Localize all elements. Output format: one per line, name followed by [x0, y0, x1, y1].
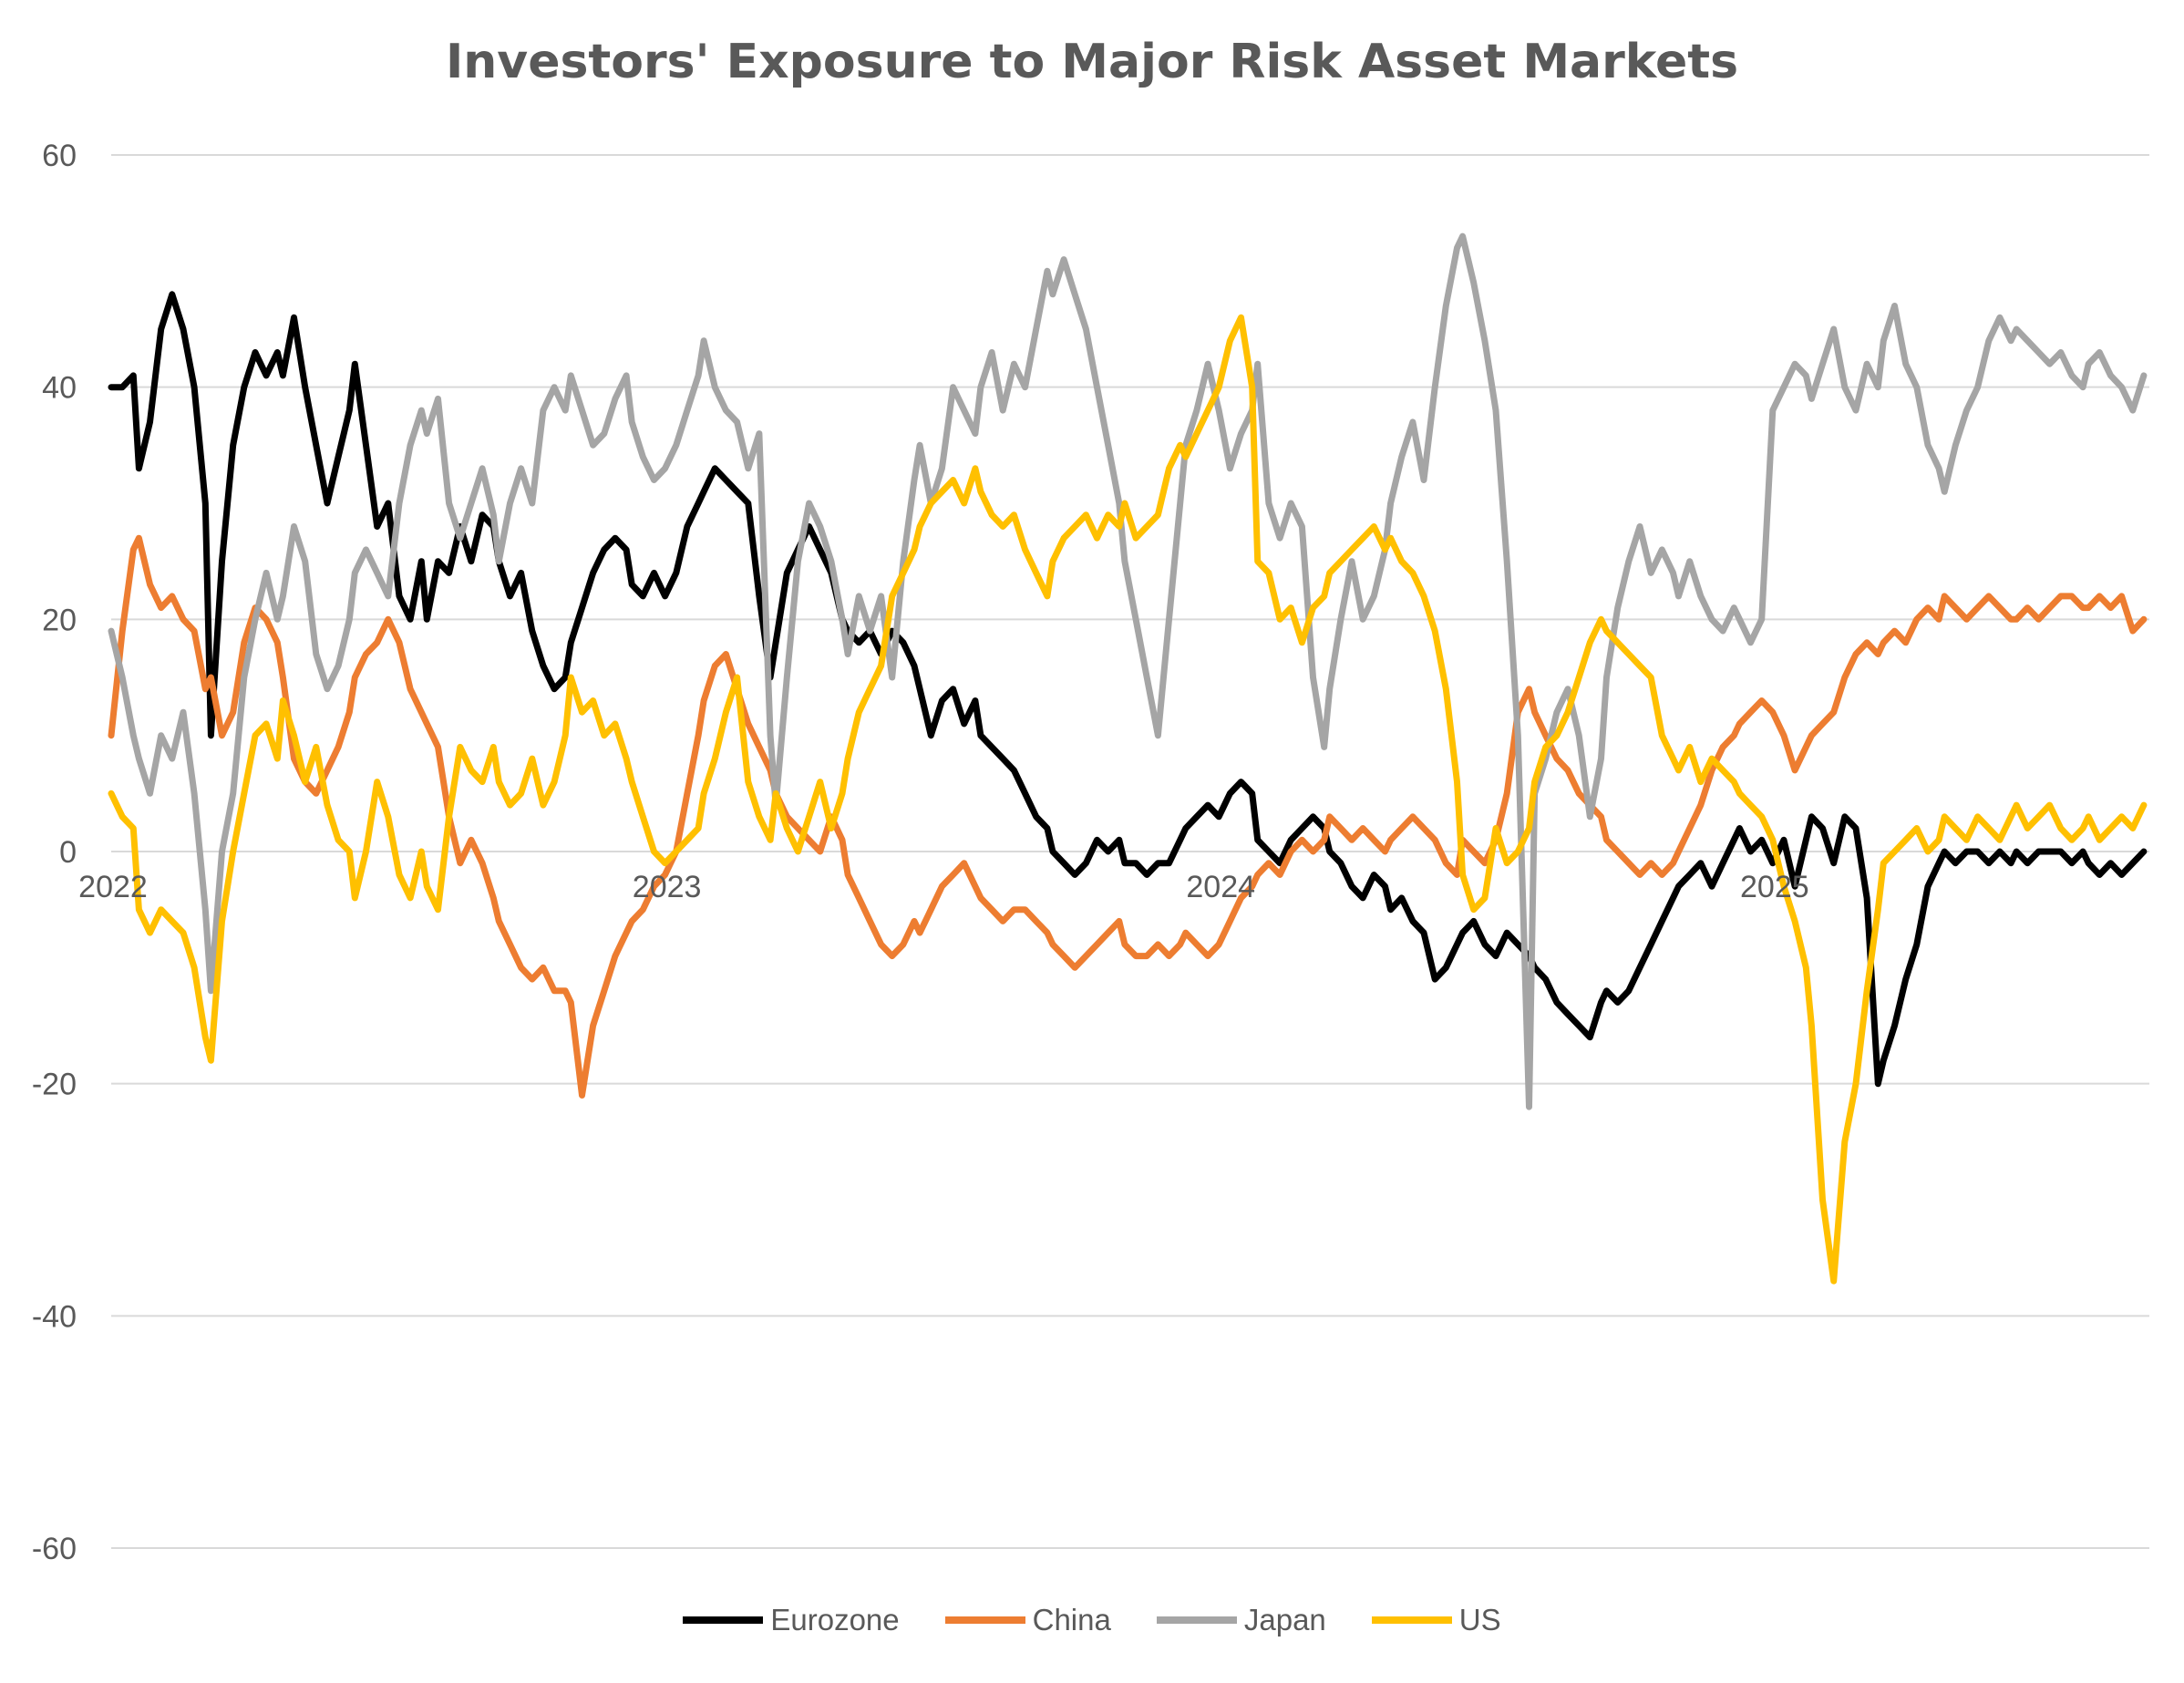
gridlines [111, 154, 2149, 1549]
series-layer [108, 232, 2148, 1285]
y-tick-label: -40 [32, 1299, 77, 1334]
legend-label: US [1458, 1603, 1501, 1637]
y-axis-tick-labels: 60 40 20 0 -20 -40 -60 [32, 139, 77, 1566]
legend-item-china: China [944, 1603, 1111, 1637]
y-tick-label: 60 [42, 139, 77, 173]
legend-item-japan: Japan [1156, 1603, 1326, 1637]
legend-swatch [683, 1616, 764, 1624]
legend-swatch [1156, 1616, 1237, 1624]
y-tick-label: -20 [32, 1068, 77, 1102]
legend-item-us: US [1371, 1603, 1501, 1637]
x-axis-tick-labels: 2022 2023 2024 2025 [78, 870, 1808, 904]
series-line-china [108, 534, 2148, 1099]
y-tick-label: -60 [32, 1532, 77, 1566]
x-tick-label: 2023 [633, 870, 702, 904]
x-tick-label: 2024 [1186, 870, 1255, 904]
legend: Eurozone China Japan US [0, 1603, 2184, 1637]
x-tick-label: 2022 [78, 870, 148, 904]
series-line-japan [108, 232, 2148, 1110]
y-tick-label: 40 [42, 371, 77, 406]
legend-label: Eurozone [770, 1603, 900, 1637]
legend-label: China [1032, 1603, 1111, 1637]
legend-swatch [1371, 1616, 1452, 1624]
y-tick-label: 0 [59, 835, 77, 870]
chart-title: Investors' Exposure to Major Risk Asset … [445, 35, 1739, 89]
legend-label: Japan [1243, 1603, 1326, 1637]
legend-item-eurozone: Eurozone [683, 1603, 900, 1637]
legend-swatch [944, 1616, 1025, 1624]
series-line-us [108, 314, 2148, 1285]
x-tick-label: 2025 [1740, 870, 1809, 904]
y-tick-label: 20 [42, 603, 77, 637]
series-line-eurozone [108, 291, 2148, 1088]
